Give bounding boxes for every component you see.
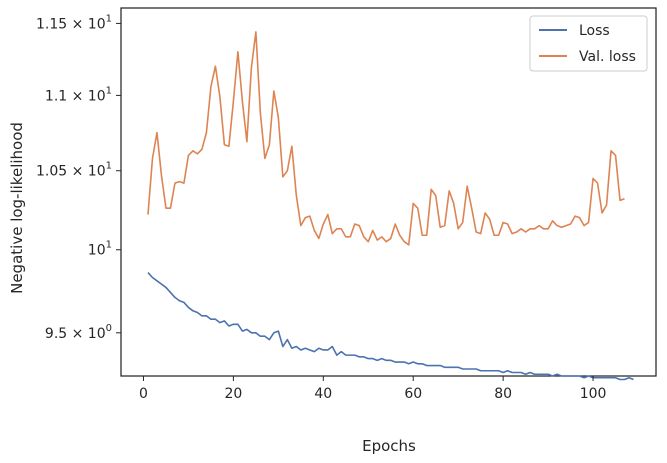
x-tick-label: 40 — [314, 386, 332, 402]
legend-label-loss: Loss — [579, 23, 610, 39]
y-axis: 9.5 × 100 101 1.05 × 101 1.1 × 101 1.15 × 10… — [36, 13, 121, 342]
legend: Loss Val. loss — [529, 15, 648, 72]
legend-label-val-loss: Val. loss — [579, 49, 636, 65]
x-tick-label: 60 — [404, 386, 422, 402]
series-line-val-loss — [147, 31, 625, 246]
x-axis: 0 20 40 60 80 100 — [139, 376, 606, 402]
plot-area — [120, 7, 657, 377]
x-axis-label: Epochs — [362, 437, 416, 455]
x-tick-label: 100 — [580, 386, 607, 402]
plot-frame — [120, 7, 657, 377]
y-tick-label: 101 — [88, 240, 112, 259]
x-tick-label: 20 — [224, 386, 242, 402]
x-tick-label: 0 — [139, 386, 148, 402]
y-tick-label: 1.15 × 101 — [36, 13, 112, 32]
y-tick-label: 9.5 × 100 — [45, 323, 112, 342]
y-tick-label: 1.05 × 101 — [36, 161, 112, 180]
series-layer — [147, 31, 634, 381]
x-tick-label: 80 — [494, 386, 512, 402]
y-tick-label: 1.1 × 101 — [45, 85, 112, 104]
y-axis-label: Negative log-likelihood — [8, 122, 26, 294]
series-line-loss — [147, 272, 634, 381]
